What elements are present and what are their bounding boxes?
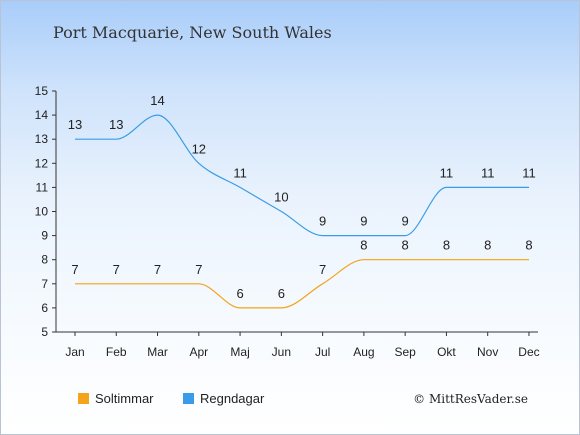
x-tick-label: Jan xyxy=(65,345,84,359)
axes: 5 6 7 8 9 10 11 12 13 14 15 Jan Feb Mar Apr Maj Jun Jul Au… xyxy=(35,84,540,359)
x-tick-label: Sep xyxy=(394,345,416,359)
y-tick-label: 13 xyxy=(35,132,49,146)
data-label-soltimmar: 7 xyxy=(319,262,326,277)
data-label-regndagar: 11 xyxy=(233,165,247,180)
data-label-regndagar: 14 xyxy=(150,93,164,108)
data-label-regndagar: 10 xyxy=(274,190,288,205)
x-tick-label: Nov xyxy=(477,345,498,359)
y-tick-label: 15 xyxy=(35,84,49,98)
data-label-soltimmar: 8 xyxy=(402,238,409,253)
data-label-regndagar: 11 xyxy=(481,165,495,180)
chart-title: Port Macquarie, New South Wales xyxy=(53,23,332,42)
data-labels: 7 7 7 7 6 6 7 8 8 8 8 8 13 13 14 12 11 10 9 9 9 11 11 11 xyxy=(68,93,536,301)
x-tick-label: Mar xyxy=(147,345,168,359)
y-tick-label: 6 xyxy=(41,301,48,315)
data-label-soltimmar: 7 xyxy=(154,262,161,277)
data-label-soltimmar: 8 xyxy=(443,238,450,253)
x-tick-label: Dec xyxy=(518,345,539,359)
x-tick-label: Apr xyxy=(189,345,208,359)
series-line-regndagar xyxy=(74,114,529,237)
data-label-regndagar: 12 xyxy=(192,141,206,156)
x-tick-label: Maj xyxy=(230,345,249,359)
y-tick-label: 12 xyxy=(35,156,49,170)
y-tick-label: 14 xyxy=(35,108,49,122)
y-tick-label: 10 xyxy=(35,205,49,219)
y-tick-label: 7 xyxy=(41,277,48,291)
data-label-soltimmar: 7 xyxy=(113,262,120,277)
x-tick-label: Okt xyxy=(437,345,456,359)
series-lines xyxy=(74,114,529,309)
data-label-regndagar: 9 xyxy=(360,214,367,229)
x-tick-label: Aug xyxy=(353,345,374,359)
data-label-regndagar: 13 xyxy=(109,117,123,132)
legend-label-soltimmar: Soltimmar xyxy=(95,391,154,406)
data-label-soltimmar: 6 xyxy=(278,286,285,301)
x-tick-label: Feb xyxy=(106,345,127,359)
x-tick-label: Jul xyxy=(315,345,330,359)
data-label-regndagar: 9 xyxy=(319,214,326,229)
data-label-regndagar: 11 xyxy=(522,165,536,180)
y-tick-label: 11 xyxy=(36,180,49,194)
y-tick-label: 8 xyxy=(41,253,48,267)
y-tick-label: 9 xyxy=(41,229,48,243)
data-label-regndagar: 13 xyxy=(68,117,82,132)
data-label-soltimmar: 8 xyxy=(484,238,491,253)
legend-swatch-soltimmar xyxy=(78,393,89,404)
legend-swatch-regndagar xyxy=(183,393,194,404)
x-tick-label: Jun xyxy=(272,345,291,359)
data-label-regndagar: 11 xyxy=(440,165,454,180)
y-tick-label: 5 xyxy=(41,325,48,339)
data-label-soltimmar: 8 xyxy=(360,238,367,253)
copyright-text: © MittResVader.se xyxy=(413,392,528,406)
data-label-soltimmar: 8 xyxy=(525,238,532,253)
data-label-regndagar: 9 xyxy=(402,214,409,229)
series-line-soltimmar xyxy=(74,259,529,309)
legend: Soltimmar Regndagar xyxy=(78,391,265,406)
legend-label-regndagar: Regndagar xyxy=(200,391,265,406)
data-label-soltimmar: 6 xyxy=(236,286,243,301)
data-label-soltimmar: 7 xyxy=(195,262,202,277)
data-label-soltimmar: 7 xyxy=(71,262,78,277)
